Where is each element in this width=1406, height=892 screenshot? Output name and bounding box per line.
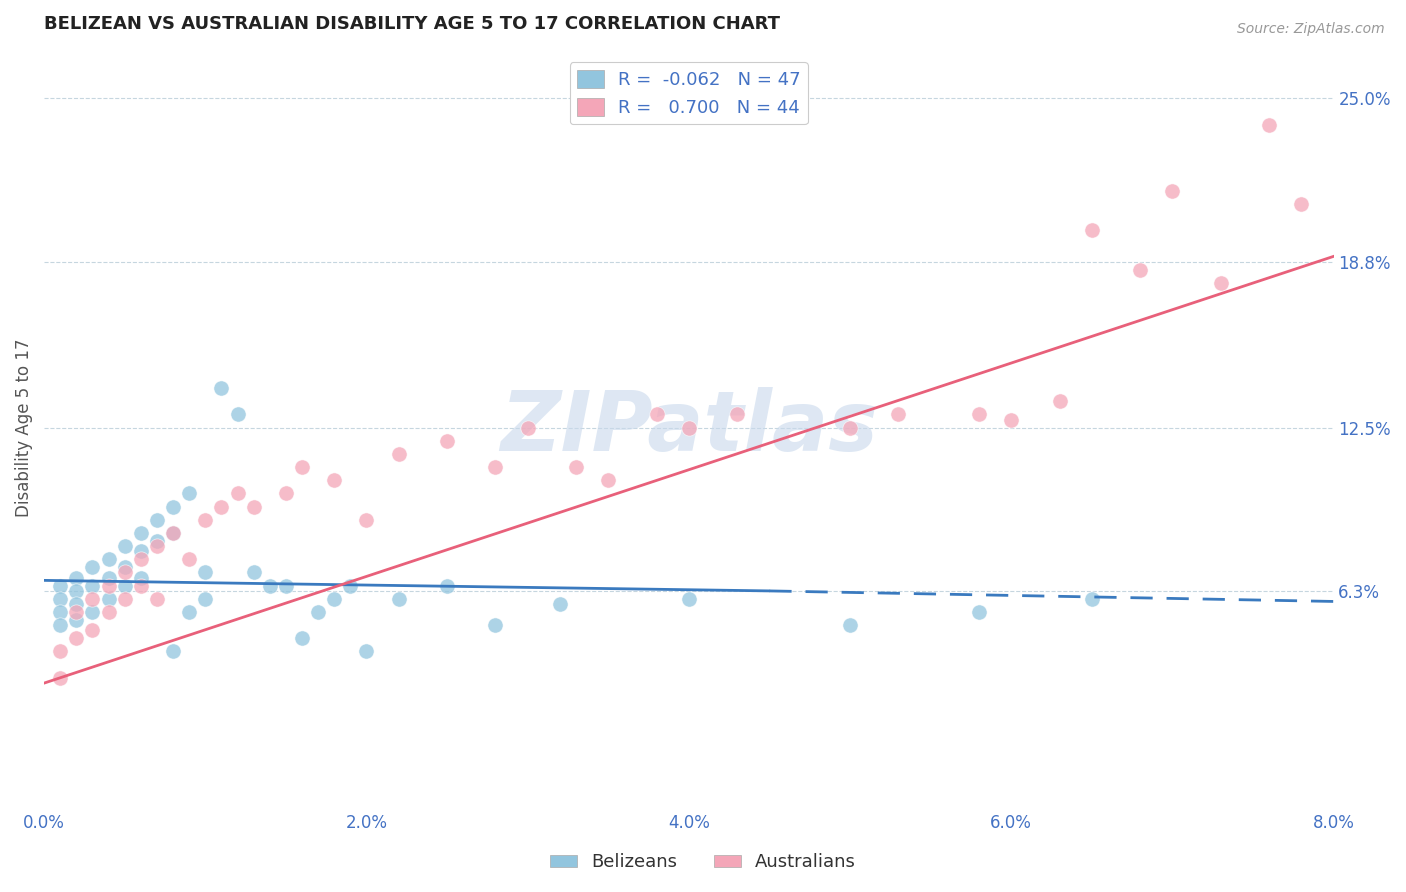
Text: BELIZEAN VS AUSTRALIAN DISABILITY AGE 5 TO 17 CORRELATION CHART: BELIZEAN VS AUSTRALIAN DISABILITY AGE 5 … [44, 15, 780, 33]
Point [97, 571, 120, 585]
Point [65, 571, 87, 585]
Point [129, 525, 152, 540]
Point [323, 473, 346, 487]
Point [162, 500, 184, 514]
Point [162, 525, 184, 540]
Legend: Belizeans, Australians: Belizeans, Australians [543, 847, 863, 879]
Point [162, 525, 184, 540]
Point [49, 671, 72, 685]
Point [307, 605, 329, 619]
Point [436, 434, 458, 448]
Point [274, 486, 297, 500]
Point [516, 420, 538, 434]
Y-axis label: Disability Age 5 to 17: Disability Age 5 to 17 [15, 338, 32, 516]
Point [114, 566, 136, 580]
Point [194, 566, 217, 580]
Point [114, 591, 136, 606]
Point [49, 591, 72, 606]
Point [967, 605, 990, 619]
Point [1080, 591, 1102, 606]
Point [179, 605, 201, 619]
Point [1000, 413, 1022, 427]
Point [179, 552, 201, 566]
Point [129, 579, 152, 593]
Point [356, 513, 378, 527]
Point [484, 460, 506, 475]
Point [1291, 196, 1313, 211]
Point [484, 618, 506, 632]
Point [436, 579, 458, 593]
Point [291, 632, 314, 646]
Point [339, 579, 361, 593]
Point [82, 560, 104, 574]
Point [226, 408, 249, 422]
Point [129, 544, 152, 558]
Point [65, 613, 87, 627]
Point [82, 624, 104, 638]
Point [274, 579, 297, 593]
Point [114, 539, 136, 553]
Point [323, 591, 346, 606]
Point [388, 447, 411, 461]
Point [291, 460, 314, 475]
Point [967, 408, 990, 422]
Point [1209, 276, 1232, 290]
Point [226, 486, 249, 500]
Point [82, 605, 104, 619]
Point [114, 579, 136, 593]
Point [97, 605, 120, 619]
Point [65, 632, 87, 646]
Point [65, 605, 87, 619]
Point [1080, 223, 1102, 237]
Point [49, 618, 72, 632]
Point [1258, 118, 1281, 132]
Text: Source: ZipAtlas.com: Source: ZipAtlas.com [1237, 22, 1385, 37]
Point [146, 533, 169, 548]
Point [194, 591, 217, 606]
Point [356, 644, 378, 658]
Point [1129, 262, 1152, 277]
Legend: R =  -0.062   N = 47, R =   0.700   N = 44: R = -0.062 N = 47, R = 0.700 N = 44 [569, 62, 808, 125]
Point [839, 420, 862, 434]
Point [388, 591, 411, 606]
Point [645, 408, 668, 422]
Point [259, 579, 281, 593]
Point [49, 579, 72, 593]
Point [65, 583, 87, 598]
Point [146, 539, 169, 553]
Point [162, 644, 184, 658]
Point [97, 552, 120, 566]
Point [209, 381, 232, 395]
Point [839, 618, 862, 632]
Point [179, 486, 201, 500]
Point [242, 500, 264, 514]
Point [887, 408, 910, 422]
Point [598, 473, 620, 487]
Point [82, 591, 104, 606]
Point [194, 513, 217, 527]
Point [1049, 394, 1071, 409]
Point [114, 560, 136, 574]
Point [97, 591, 120, 606]
Point [242, 566, 264, 580]
Point [146, 513, 169, 527]
Point [49, 605, 72, 619]
Point [65, 597, 87, 611]
Point [49, 644, 72, 658]
Point [678, 420, 700, 434]
Point [209, 500, 232, 514]
Point [97, 579, 120, 593]
Point [129, 552, 152, 566]
Point [565, 460, 588, 475]
Point [129, 571, 152, 585]
Point [146, 591, 169, 606]
Point [82, 579, 104, 593]
Point [725, 408, 748, 422]
Point [1161, 184, 1184, 198]
Text: ZIPatlas: ZIPatlas [501, 387, 877, 468]
Point [678, 591, 700, 606]
Point [548, 597, 571, 611]
